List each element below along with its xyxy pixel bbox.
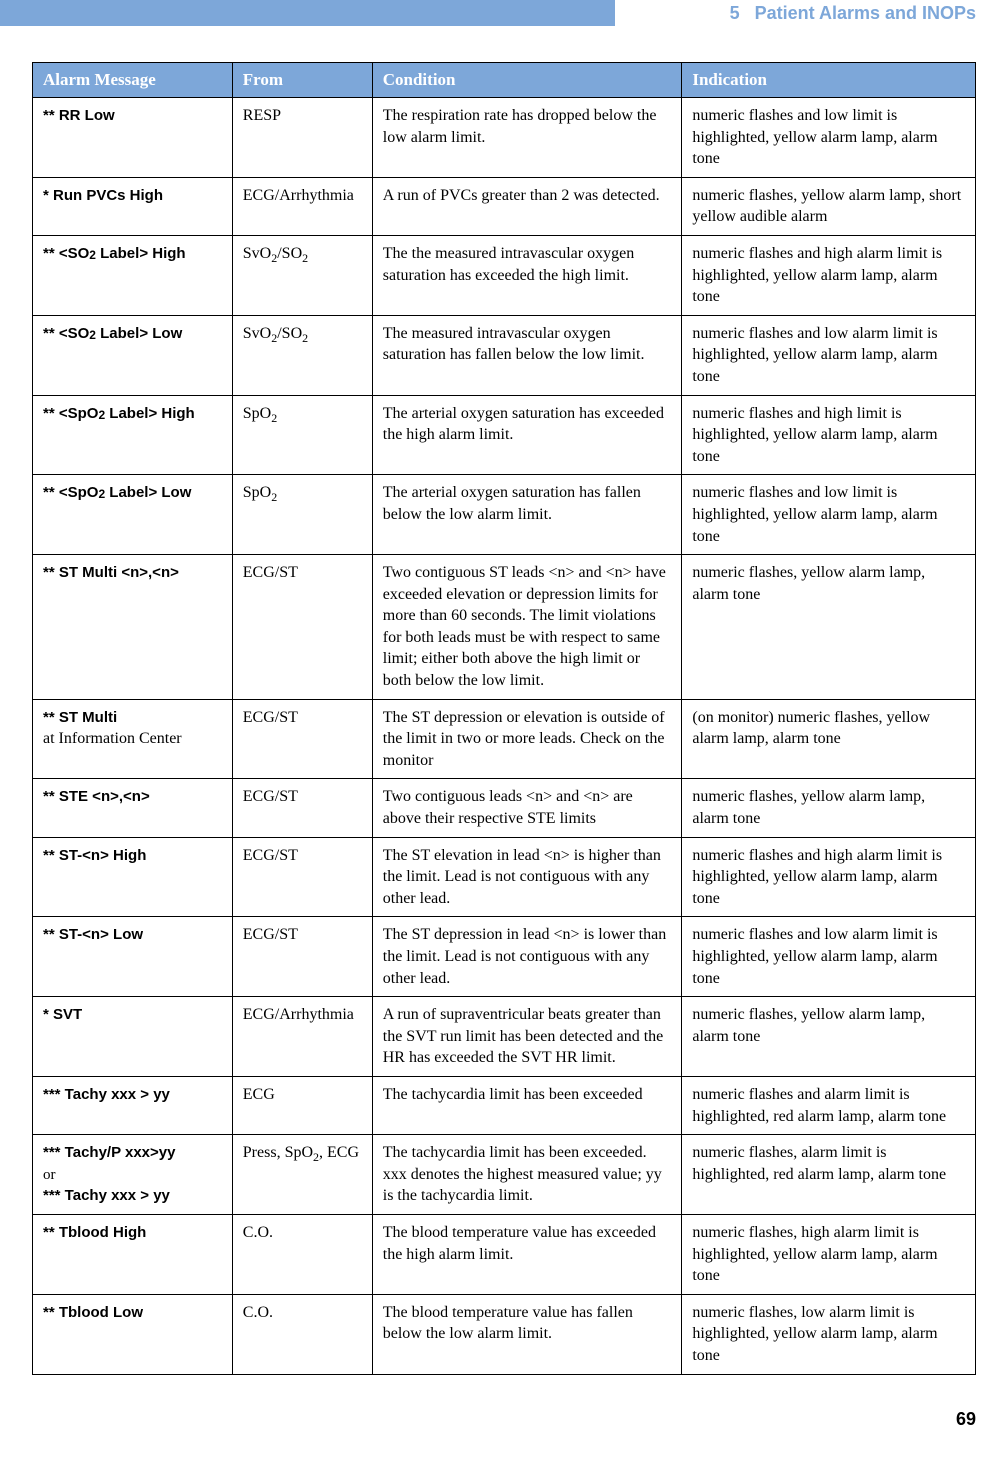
cell-alarm-message: ** ST-<n> High — [33, 837, 233, 917]
cell-from: SvO2/SO2 — [232, 315, 372, 395]
cell-condition: The respiration rate has dropped below t… — [372, 98, 682, 178]
cell-indication: numeric flashes, high alarm limit is hig… — [682, 1214, 976, 1294]
cell-condition: Two contiguous ST leads <n> and <n> have… — [372, 555, 682, 700]
cell-condition: The ST elevation in lead <n> is higher t… — [372, 837, 682, 917]
cell-from: ECG/ST — [232, 837, 372, 917]
cell-condition: The ST depression or elevation is outsid… — [372, 699, 682, 779]
chapter-name: Patient Alarms and INOPs — [755, 3, 976, 23]
table-row: ** Tblood LowC.O.The blood temperature v… — [33, 1294, 976, 1374]
header-accent-bar — [0, 0, 615, 26]
cell-alarm-message: ** <SpO2 Label> High — [33, 395, 233, 475]
cell-condition: The tachycardia limit has been exceeded — [372, 1076, 682, 1134]
table-row: ** <SpO2 Label> HighSpO2The arterial oxy… — [33, 395, 976, 475]
cell-indication: numeric flashes and high alarm limit is … — [682, 837, 976, 917]
cell-indication: numeric flashes, yellow alarm lamp, alar… — [682, 779, 976, 837]
table-row: ** <SO2 Label> LowSvO2/SO2The measured i… — [33, 315, 976, 395]
cell-alarm-message: ** RR Low — [33, 98, 233, 178]
cell-from: SvO2/SO2 — [232, 235, 372, 315]
cell-condition: Two contiguous leads <n> and <n> are abo… — [372, 779, 682, 837]
table-row: ** STE <n>,<n>ECG/STTwo contiguous leads… — [33, 779, 976, 837]
th-indication: Indication — [682, 63, 976, 98]
cell-condition: A run of PVCs greater than 2 was detecte… — [372, 177, 682, 235]
page-header: 5 Patient Alarms and INOPs — [0, 0, 1008, 26]
cell-from: RESP — [232, 98, 372, 178]
table-row: ** ST-<n> HighECG/STThe ST elevation in … — [33, 837, 976, 917]
table-row: ** ST-<n> LowECG/STThe ST depression in … — [33, 917, 976, 997]
cell-indication: numeric flashes and low alarm limit is h… — [682, 917, 976, 997]
cell-from: C.O. — [232, 1294, 372, 1374]
table-row: * SVTECG/ArrhythmiaA run of supraventric… — [33, 997, 976, 1077]
page-number: 69 — [956, 1409, 976, 1429]
th-from: From — [232, 63, 372, 98]
cell-alarm-message: ** ST Multiat Information Center — [33, 699, 233, 779]
cell-indication: numeric flashes and low limit is highlig… — [682, 98, 976, 178]
th-condition: Condition — [372, 63, 682, 98]
cell-from: ECG/ST — [232, 699, 372, 779]
cell-indication: numeric flashes, yellow alarm lamp, shor… — [682, 177, 976, 235]
table-row: *** Tachy xxx > yyECGThe tachycardia lim… — [33, 1076, 976, 1134]
cell-condition: The arterial oxygen saturation has falle… — [372, 475, 682, 555]
table-head: Alarm Message From Condition Indication — [33, 63, 976, 98]
cell-indication: numeric flashes, yellow alarm lamp, alar… — [682, 555, 976, 700]
cell-from: ECG — [232, 1076, 372, 1134]
cell-indication: numeric flashes and alarm limit is highl… — [682, 1076, 976, 1134]
cell-indication: numeric flashes, low alarm limit is high… — [682, 1294, 976, 1374]
cell-from: Press, SpO2, ECG — [232, 1135, 372, 1215]
cell-condition: The measured intravascular oxygen satura… — [372, 315, 682, 395]
cell-alarm-message: *** Tachy/P xxx>yyor*** Tachy xxx > yy — [33, 1135, 233, 1215]
cell-alarm-message: ** Tblood Low — [33, 1294, 233, 1374]
cell-from: ECG/ST — [232, 555, 372, 700]
page: 5 Patient Alarms and INOPs Alarm Message… — [0, 0, 1008, 1450]
cell-condition: The blood temperature value has fallen b… — [372, 1294, 682, 1374]
cell-alarm-message: ** Tblood High — [33, 1214, 233, 1294]
cell-from: C.O. — [232, 1214, 372, 1294]
cell-from: ECG/Arrhythmia — [232, 177, 372, 235]
cell-indication: numeric flashes and high limit is highli… — [682, 395, 976, 475]
table-row: ** <SpO2 Label> LowSpO2The arterial oxyg… — [33, 475, 976, 555]
table-header-row: Alarm Message From Condition Indication — [33, 63, 976, 98]
th-alarm-message: Alarm Message — [33, 63, 233, 98]
cell-alarm-message: ** STE <n>,<n> — [33, 779, 233, 837]
cell-indication: numeric flashes and low limit is highlig… — [682, 475, 976, 555]
cell-alarm-message: ** ST Multi <n>,<n> — [33, 555, 233, 700]
cell-from: ECG/ST — [232, 917, 372, 997]
cell-condition: A run of supraventricular beats greater … — [372, 997, 682, 1077]
cell-alarm-message: *** Tachy xxx > yy — [33, 1076, 233, 1134]
cell-indication: numeric flashes, yellow alarm lamp, alar… — [682, 997, 976, 1077]
cell-alarm-message: * Run PVCs High — [33, 177, 233, 235]
table-row: ** ST Multiat Information CenterECG/STTh… — [33, 699, 976, 779]
cell-condition: The arterial oxygen saturation has excee… — [372, 395, 682, 475]
table-row: ** <SO2 Label> HighSvO2/SO2The the measu… — [33, 235, 976, 315]
cell-from: ECG/Arrhythmia — [232, 997, 372, 1077]
chapter-title: 5 Patient Alarms and INOPs — [615, 3, 1008, 24]
alarm-table: Alarm Message From Condition Indication … — [32, 62, 976, 1375]
cell-from: SpO2 — [232, 395, 372, 475]
cell-from: SpO2 — [232, 475, 372, 555]
cell-alarm-message: * SVT — [33, 997, 233, 1077]
cell-condition: The blood temperature value has exceeded… — [372, 1214, 682, 1294]
cell-indication: numeric flashes, alarm limit is highligh… — [682, 1135, 976, 1215]
table-row: ** RR LowRESPThe respiration rate has dr… — [33, 98, 976, 178]
cell-alarm-message: ** <SO2 Label> High — [33, 235, 233, 315]
table-row: * Run PVCs HighECG/ArrhythmiaA run of PV… — [33, 177, 976, 235]
cell-alarm-message: ** <SO2 Label> Low — [33, 315, 233, 395]
cell-alarm-message: ** ST-<n> Low — [33, 917, 233, 997]
cell-from: ECG/ST — [232, 779, 372, 837]
table-row: *** Tachy/P xxx>yyor*** Tachy xxx > yyPr… — [33, 1135, 976, 1215]
cell-alarm-message: ** <SpO2 Label> Low — [33, 475, 233, 555]
cell-condition: The the measured intravascular oxygen sa… — [372, 235, 682, 315]
cell-indication: numeric flashes and low alarm limit is h… — [682, 315, 976, 395]
chapter-number: 5 — [720, 3, 740, 23]
page-footer: 69 — [0, 1375, 1008, 1450]
table-body: ** RR LowRESPThe respiration rate has dr… — [33, 98, 976, 1375]
cell-indication: (on monitor) numeric flashes, yellow ala… — [682, 699, 976, 779]
cell-condition: The tachycardia limit has been exceeded.… — [372, 1135, 682, 1215]
cell-indication: numeric flashes and high alarm limit is … — [682, 235, 976, 315]
table-row: ** ST Multi <n>,<n>ECG/STTwo contiguous … — [33, 555, 976, 700]
cell-condition: The ST depression in lead <n> is lower t… — [372, 917, 682, 997]
table-row: ** Tblood HighC.O.The blood temperature … — [33, 1214, 976, 1294]
